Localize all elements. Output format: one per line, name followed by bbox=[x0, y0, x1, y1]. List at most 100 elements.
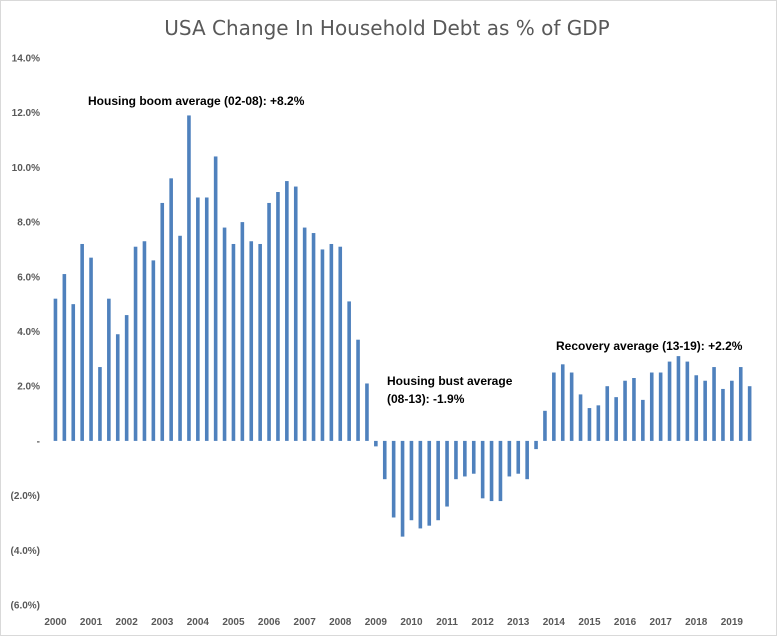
bar bbox=[240, 222, 245, 441]
bar bbox=[365, 383, 369, 441]
y-tick-label: - bbox=[37, 436, 40, 447]
bar bbox=[667, 361, 672, 441]
bar bbox=[543, 410, 547, 441]
bar bbox=[204, 197, 209, 441]
bar bbox=[721, 388, 725, 441]
bar bbox=[222, 227, 227, 441]
bar bbox=[285, 181, 289, 441]
x-tick-label: 2012 bbox=[472, 617, 495, 628]
bar bbox=[160, 202, 165, 441]
x-tick-label: 2005 bbox=[222, 617, 245, 628]
bar bbox=[391, 440, 396, 518]
bar bbox=[151, 260, 156, 441]
bar bbox=[596, 405, 601, 441]
x-tick-label: 2003 bbox=[151, 617, 174, 628]
y-tick-label: 2.0% bbox=[17, 382, 40, 393]
bar bbox=[98, 367, 102, 441]
x-tick-label: 2013 bbox=[507, 617, 530, 628]
bar bbox=[71, 304, 76, 441]
bar bbox=[730, 380, 734, 441]
bar bbox=[267, 202, 271, 441]
annotation-recovery: Recovery average (13-19): +2.2% bbox=[556, 339, 743, 353]
bar bbox=[133, 246, 138, 441]
bar bbox=[587, 408, 592, 441]
bar bbox=[382, 440, 387, 480]
bar bbox=[649, 372, 654, 441]
bar bbox=[641, 399, 645, 441]
annotation-boom: Housing boom average (02-08): +8.2% bbox=[88, 94, 305, 108]
bar bbox=[676, 356, 681, 441]
bar bbox=[178, 235, 182, 441]
bar bbox=[258, 243, 262, 441]
bar bbox=[400, 440, 405, 537]
x-tick-label: 2014 bbox=[543, 617, 566, 628]
y-tick-label: 6.0% bbox=[17, 272, 40, 283]
bar bbox=[480, 440, 485, 499]
bar bbox=[578, 394, 583, 441]
bar bbox=[374, 440, 378, 447]
bar bbox=[107, 298, 111, 441]
bar bbox=[329, 243, 334, 441]
y-tick-label: 4.0% bbox=[17, 327, 40, 338]
bar bbox=[187, 115, 191, 441]
y-tick-label: 8.0% bbox=[17, 218, 40, 229]
x-tick-label: 2015 bbox=[578, 617, 601, 628]
y-axis: 14.0% 12.0% 10.0% 8.0% 6.0% 4.0% 2.0% - (2.0%) (4… bbox=[11, 54, 41, 612]
annotation-bust: Housing bust average bbox=[387, 374, 513, 388]
bar bbox=[356, 339, 360, 441]
x-tick-label: 2004 bbox=[187, 617, 210, 628]
bar bbox=[738, 367, 743, 441]
x-tick-label: 2002 bbox=[116, 617, 139, 628]
x-tick-label: 2011 bbox=[436, 617, 458, 628]
bar bbox=[169, 178, 173, 441]
bar bbox=[418, 440, 423, 529]
bar bbox=[507, 440, 512, 477]
bar bbox=[525, 440, 529, 480]
x-axis: 2000 2001 2002 2003 2004 2005 2006 2007 2008 2009… bbox=[44, 617, 743, 628]
bar bbox=[89, 257, 93, 441]
annotation-bust: (08-13): -1.9% bbox=[387, 392, 465, 406]
bar bbox=[658, 372, 663, 441]
bar bbox=[685, 361, 690, 441]
annotations: Housing boom average (02-08): +8.2% Housi… bbox=[88, 94, 743, 406]
y-tick-label: (4.0%) bbox=[11, 546, 40, 557]
bar bbox=[142, 241, 147, 441]
x-tick-label: 2018 bbox=[685, 617, 708, 628]
y-tick-label: (6.0%) bbox=[11, 601, 40, 612]
bar bbox=[605, 386, 610, 441]
bar bbox=[53, 298, 58, 441]
x-tick-label: 2001 bbox=[80, 617, 103, 628]
bar bbox=[276, 192, 280, 441]
x-tick-label: 2019 bbox=[721, 617, 744, 628]
bar bbox=[311, 233, 316, 441]
bar bbox=[632, 378, 636, 441]
bar bbox=[62, 274, 67, 441]
x-tick-label: 2008 bbox=[329, 617, 352, 628]
y-tick-label: 10.0% bbox=[12, 163, 40, 174]
bar-series bbox=[53, 115, 752, 537]
bar bbox=[694, 375, 699, 441]
x-tick-label: 2016 bbox=[614, 617, 637, 628]
bar bbox=[552, 372, 556, 441]
bar bbox=[747, 386, 752, 441]
bar bbox=[338, 246, 343, 441]
bar bbox=[489, 440, 494, 502]
bar bbox=[115, 334, 120, 441]
bar bbox=[436, 440, 440, 521]
bar bbox=[498, 440, 503, 502]
bar bbox=[703, 380, 707, 441]
bar bbox=[463, 440, 467, 477]
bar bbox=[712, 367, 716, 441]
bar bbox=[196, 197, 200, 441]
x-tick-label: 2010 bbox=[400, 617, 423, 628]
bar bbox=[614, 397, 618, 441]
bar bbox=[124, 315, 129, 441]
bar bbox=[445, 440, 449, 507]
x-tick-label: 2009 bbox=[365, 617, 388, 628]
bar bbox=[320, 249, 325, 441]
bar bbox=[293, 186, 298, 441]
bar bbox=[302, 227, 307, 441]
bar bbox=[471, 440, 476, 474]
